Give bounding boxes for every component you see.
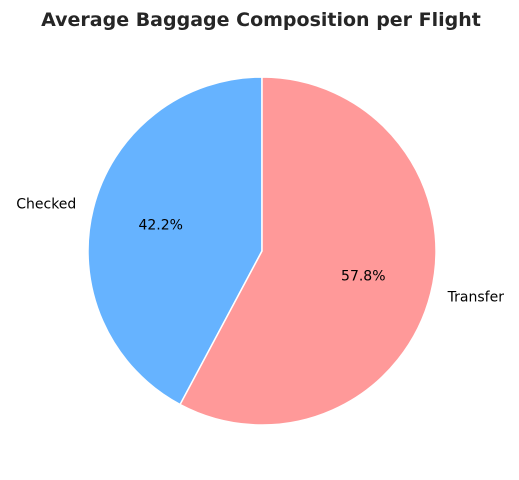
pie-slice-checked xyxy=(87,76,263,406)
pie-slices xyxy=(87,76,437,426)
chart-title: Average Baggage Composition per Flight xyxy=(41,9,481,31)
category-label-checked: Checked xyxy=(16,197,76,213)
category-label-transfer: Transfer xyxy=(447,289,505,305)
percent-label-transfer: 57.8% xyxy=(341,268,385,284)
pie-slice-transfer xyxy=(179,76,437,426)
pie-labels: Checked 42.2% Transfer 57.8% xyxy=(16,197,504,306)
percent-label-checked: 42.2% xyxy=(138,218,182,234)
